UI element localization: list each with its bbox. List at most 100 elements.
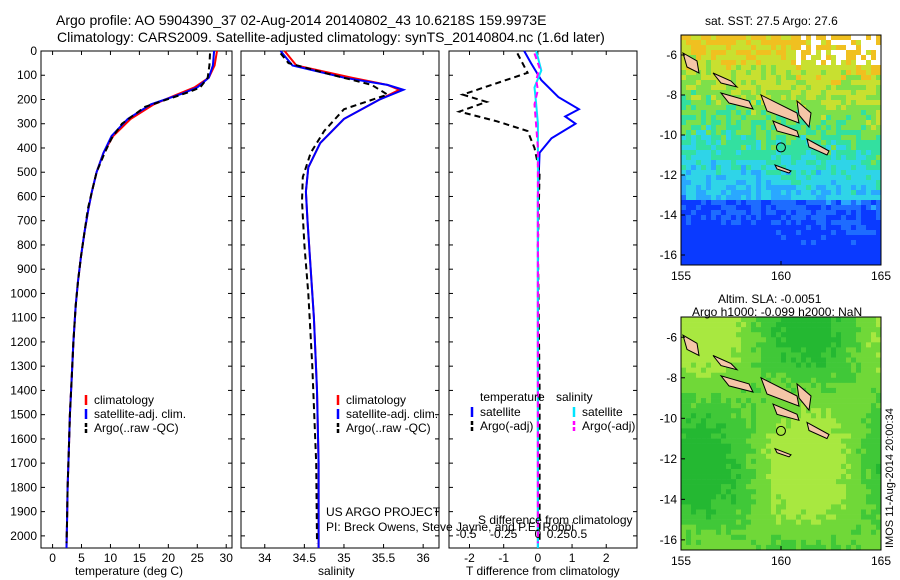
map-cell [716, 534, 722, 541]
map-cell [876, 180, 882, 186]
sla-map-title: Altim. SLA: -0.0051 [718, 292, 822, 306]
map-cell [701, 195, 707, 201]
map-cell [856, 443, 862, 449]
map-cell [726, 403, 732, 409]
map-cell [681, 428, 687, 434]
map-cell [776, 230, 782, 236]
map-cell [846, 120, 852, 126]
map-cell [706, 220, 712, 226]
map-cell [681, 255, 687, 261]
map-cell [826, 544, 832, 551]
map-cell [726, 463, 732, 470]
map-cell [786, 105, 792, 111]
map-cell [746, 75, 752, 81]
map-cell [781, 514, 787, 520]
map-cell [791, 175, 797, 181]
map-cell [721, 347, 727, 353]
map-cell [786, 423, 792, 429]
map-cell [791, 230, 797, 236]
map-cell [816, 468, 822, 475]
map-cell [841, 474, 847, 480]
map-cell [781, 200, 787, 206]
map-cell [816, 433, 822, 439]
map-cell [876, 95, 882, 101]
map-cell [841, 539, 847, 546]
map-cell [756, 499, 762, 505]
map-cell [786, 463, 792, 470]
map-cell [856, 367, 862, 374]
map-cell [811, 372, 817, 379]
map-cell [876, 499, 882, 505]
series-argo-raw-qc--line [65, 53, 211, 544]
map-cell [801, 468, 807, 475]
map-cell [866, 438, 872, 444]
map-cell [861, 175, 867, 181]
map-cell [776, 347, 782, 353]
map-x-tick-label: 165 [871, 269, 891, 283]
island-shape [760, 376, 800, 407]
map-cell [781, 245, 787, 251]
map-cell [696, 504, 702, 510]
map-cell [801, 70, 807, 76]
map-cell [846, 403, 852, 409]
map-cell [841, 100, 847, 106]
map-cell [736, 342, 742, 348]
map-cell [731, 408, 737, 414]
map-cell [741, 145, 747, 151]
map-cell [876, 150, 882, 156]
map-cell [751, 474, 757, 480]
map-cell [816, 105, 822, 111]
map-cell [776, 494, 782, 500]
map-cell [846, 60, 852, 66]
map-cell [736, 60, 742, 66]
map-cell [846, 382, 852, 389]
map-cell [761, 230, 767, 236]
map-cell [781, 70, 787, 76]
map-cell [736, 524, 742, 531]
map-cell [761, 240, 767, 246]
map-cell [766, 35, 772, 41]
map-cell [751, 65, 757, 71]
map-cell [741, 200, 747, 206]
map-cell [836, 40, 842, 46]
map-cell [811, 60, 817, 66]
map-cell [726, 35, 732, 41]
map-cell [846, 225, 852, 231]
map-cell [806, 438, 812, 444]
map-cell [841, 225, 847, 231]
map-cell [701, 519, 707, 525]
map-cell [791, 337, 797, 343]
map-cell [721, 115, 727, 121]
map-cell [731, 155, 737, 161]
map-cell [831, 377, 837, 384]
map-cell [871, 250, 877, 256]
map-cell [801, 35, 807, 41]
map-cell [771, 509, 777, 515]
temperature-legend-label: climatology [94, 393, 154, 407]
map-cell [866, 544, 872, 551]
map-cell [691, 438, 697, 444]
map-cell [836, 145, 842, 151]
map-cell [776, 90, 782, 96]
map-cell [791, 372, 797, 379]
map-cell [841, 408, 847, 414]
map-cell [706, 362, 712, 368]
map-cell [856, 474, 862, 480]
map-cell [831, 544, 837, 551]
map-cell [746, 255, 752, 261]
map-cell [766, 509, 772, 515]
map-cell [736, 479, 742, 485]
map-cell [731, 235, 737, 241]
map-cell [826, 392, 832, 399]
map-cell [776, 245, 782, 251]
map-cell [701, 382, 707, 389]
map-cell [841, 260, 847, 266]
map-cell [741, 150, 747, 156]
map-cell [776, 115, 782, 121]
salinity-legend-label: Argo(..raw -QC) [346, 421, 431, 435]
map-cell [681, 332, 687, 338]
map-cell [706, 55, 712, 61]
map-cell [771, 544, 777, 551]
map-cell [716, 235, 722, 241]
map-cell [811, 35, 817, 41]
